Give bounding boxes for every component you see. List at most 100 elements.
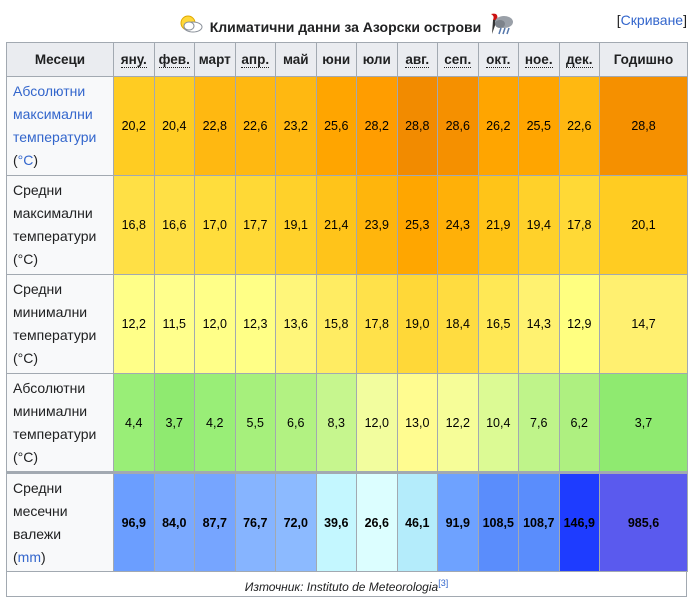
row-label-line: Средни (13, 182, 63, 198)
sun-cloud-icon (178, 13, 204, 40)
value-cell: 16,6 (153, 175, 195, 275)
value-cell: 84,0 (153, 471, 195, 572)
value-cell: 5,5 (234, 373, 276, 473)
value-cell: 6,2 (558, 373, 600, 473)
value-cell: 25,3 (396, 175, 438, 275)
value-cell: 12,0 (194, 274, 236, 374)
value-cell: 24,3 (437, 175, 479, 275)
value-cell: 16,5 (477, 274, 519, 374)
row-label-line[interactable]: (°C) (13, 152, 39, 168)
value-cell: 11,5 (153, 274, 195, 374)
value-cell: 4,2 (194, 373, 236, 473)
value-cell: 21,4 (315, 175, 357, 275)
annual-header: Годишно (599, 42, 688, 77)
row-label-line[interactable]: максимални (13, 106, 93, 122)
value-cell: 108,5 (477, 471, 519, 572)
row-label-line: максимални (13, 205, 93, 221)
month-header: дек. (558, 42, 600, 77)
hide-label[interactable]: Скриване (620, 12, 684, 28)
value-cell: 26,6 (356, 471, 398, 572)
unit-link[interactable]: mm (17, 548, 41, 565)
value-cell: 18,4 (437, 274, 479, 374)
row-label-line: (°C) (13, 251, 39, 267)
row-label-line: температури (13, 425, 97, 442)
annual-cell: 985,6 (599, 471, 688, 572)
value-cell: 10,4 (477, 373, 519, 473)
value-cell: 28,8 (396, 76, 438, 176)
value-cell: 72,0 (275, 471, 317, 572)
value-cell: 26,2 (477, 76, 519, 176)
value-cell: 25,6 (315, 76, 357, 176)
value-cell: 20,4 (153, 76, 195, 176)
row-label-line: минимални (13, 304, 88, 320)
row-label-line: валежи (13, 525, 62, 542)
value-cell: 25,5 (518, 76, 560, 176)
month-label: сеп. (444, 52, 472, 68)
hide-toggle[interactable]: [Скриване] (616, 12, 687, 28)
row-label: Абсолютни максимални температури (°C) (6, 76, 114, 176)
month-header: май (275, 42, 317, 77)
row-label-line[interactable]: Абсолютни (13, 83, 86, 99)
month-header: авг. (396, 42, 438, 77)
annual-cell: 28,8 (599, 76, 688, 176)
month-label: ное. (524, 52, 553, 68)
row-label-line: минимални (13, 402, 88, 419)
table-title: Климатични данни за Азорски острови (209, 18, 482, 35)
months-header: Месеци (6, 42, 114, 77)
month-header: ное. (518, 42, 560, 77)
value-cell: 28,6 (437, 76, 479, 176)
source-text: Източник: Instituto de Meteorologia (244, 580, 439, 594)
value-cell: 12,0 (356, 373, 398, 473)
unit-link[interactable]: °C (17, 152, 34, 168)
data-row: Абсолютни максимални температури (°C) 20,2 20… (6, 76, 688, 176)
row-label-line[interactable]: (mm) (13, 548, 46, 565)
value-cell: 22,6 (558, 76, 600, 176)
data-row: Средни месечни валежи (mm) 96,9 84,0 87,7 76,7 7… (6, 471, 688, 572)
value-cell: 12,9 (558, 274, 600, 374)
row-label-line: Средни (13, 479, 63, 496)
annual-cell: 20,1 (599, 175, 688, 275)
value-cell: 19,0 (396, 274, 438, 374)
source-ref[interactable]: [3] (438, 578, 449, 588)
month-label: юли (362, 52, 391, 67)
storm-icon (487, 12, 515, 41)
month-header: юли (356, 42, 398, 77)
row-label: Абсолютни минимални температури (°C) (6, 373, 114, 473)
value-cell: 17,0 (194, 175, 236, 275)
value-cell: 91,9 (437, 471, 479, 572)
month-header: март (194, 42, 236, 77)
value-cell: 46,1 (396, 471, 438, 572)
row-label-line: (°C) (13, 350, 39, 366)
value-cell: 8,3 (315, 373, 357, 473)
value-cell: 87,7 (194, 471, 236, 572)
value-cell: 19,4 (518, 175, 560, 275)
month-header: юни (315, 42, 357, 77)
value-cell: 4,4 (113, 373, 155, 473)
value-cell: 96,9 (113, 471, 155, 572)
month-label: авг. (405, 52, 430, 68)
row-label-line: месечни (13, 502, 68, 519)
value-cell: 12,2 (113, 274, 155, 374)
month-header: окт. (477, 42, 519, 77)
value-cell: 108,7 (518, 471, 560, 572)
value-cell: 17,8 (558, 175, 600, 275)
value-cell: 23,9 (356, 175, 398, 275)
data-row: Средни минимални температури (°C) 12,2 11,5 12… (6, 274, 688, 374)
header-row: Месеци яну. фев. март апр. май юни юли авг. сеп.… (6, 42, 688, 77)
month-header: сеп. (437, 42, 479, 77)
value-cell: 39,6 (315, 471, 357, 572)
value-cell: 15,8 (315, 274, 357, 374)
value-cell: 21,9 (477, 175, 519, 275)
value-cell: 17,8 (356, 274, 398, 374)
row-label-line[interactable]: температури (13, 129, 97, 145)
value-cell: 76,7 (234, 471, 276, 572)
climate-box: Климатични данни за Азорски острови [Скр… (6, 4, 688, 597)
month-label: окт. (486, 52, 511, 68)
annual-cell: 14,7 (599, 274, 688, 374)
month-label: дек. (565, 52, 593, 68)
value-cell: 22,6 (234, 76, 276, 176)
value-cell: 7,6 (518, 373, 560, 473)
value-cell: 12,3 (234, 274, 276, 374)
month-label: март (198, 52, 231, 67)
month-header: фев. (153, 42, 195, 77)
